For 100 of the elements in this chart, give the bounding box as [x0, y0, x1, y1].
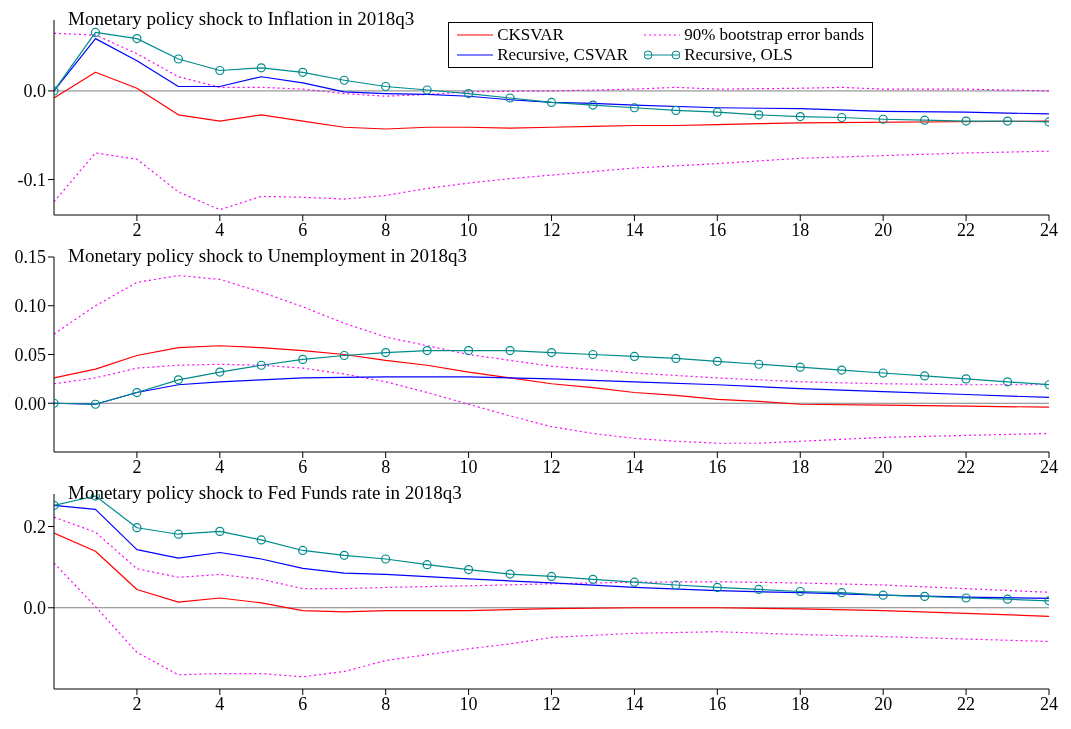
x-tick-label: 2: [132, 219, 142, 240]
point: [754, 110, 764, 120]
point: [381, 554, 391, 564]
point: [878, 590, 888, 600]
point: [671, 353, 681, 363]
line-series: [54, 532, 1049, 617]
point: [463, 564, 474, 575]
x-tick-label: 22: [957, 456, 976, 477]
point: [546, 347, 557, 358]
point: [298, 354, 308, 364]
point: [878, 114, 888, 124]
point: [339, 550, 349, 560]
x-tick-label: 14: [625, 456, 644, 477]
x-tick-label: 6: [298, 693, 308, 714]
line-series: [54, 516, 1049, 593]
point: [256, 360, 266, 370]
point: [463, 346, 474, 356]
y-tick-label: 0.2: [23, 516, 46, 537]
point: [298, 67, 308, 77]
point: [422, 560, 432, 570]
point: [795, 112, 805, 122]
x-tick-label: 20: [874, 693, 893, 714]
point: [132, 34, 142, 44]
point: [381, 347, 391, 358]
point: [961, 116, 971, 126]
point: [588, 100, 598, 110]
point: [463, 88, 474, 99]
x-tick-label: 4: [215, 456, 225, 477]
point: [795, 586, 805, 597]
x-tick-label: 18: [791, 219, 810, 240]
line-series: [54, 150, 1049, 211]
x-tick-label: 10: [459, 693, 478, 714]
point: [671, 105, 681, 116]
x-tick-label: 4: [215, 693, 225, 714]
point: [671, 580, 681, 590]
point: [754, 359, 764, 369]
x-tick-label: 12: [542, 219, 561, 240]
x-tick-label: 2: [132, 693, 142, 714]
point: [505, 346, 515, 356]
point: [961, 593, 971, 603]
legend-label: Recursive, CSVAR: [496, 45, 629, 65]
point: [837, 365, 847, 375]
y-tick-label: 0.0: [23, 81, 46, 102]
line-series: [54, 71, 1049, 130]
point: [298, 545, 308, 556]
point: [215, 367, 225, 377]
x-tick-label: 6: [298, 456, 308, 477]
chart-title: Monetary policy shock to Inflation in 2018q3: [68, 8, 415, 30]
point: [422, 85, 432, 95]
point: [215, 526, 225, 536]
x-tick-label: 10: [459, 456, 478, 477]
point: [422, 346, 432, 356]
legend-label: 90% bootstrap error bands: [683, 25, 864, 45]
y-tick-label: 0.15: [14, 247, 46, 268]
point: [339, 350, 349, 361]
point: [132, 523, 142, 533]
point: [173, 54, 183, 64]
x-tick-label: 24: [1040, 456, 1058, 477]
point: [215, 65, 225, 76]
x-tick-label: 20: [874, 219, 893, 240]
point: [961, 374, 971, 384]
chart-title: Monetary policy shock to Unemployment in 2018q3: [68, 245, 467, 267]
point: [878, 368, 888, 378]
y-tick-label: -0.1: [17, 169, 46, 190]
x-tick-label: 18: [791, 456, 810, 477]
point: [920, 115, 930, 125]
x-tick-label: 8: [381, 693, 391, 714]
x-tick-label: 18: [791, 693, 810, 714]
legend-label: CKSVAR: [496, 25, 565, 45]
x-tick-label: 10: [459, 219, 478, 240]
y-tick-label: 0.05: [14, 344, 46, 365]
point: [754, 584, 764, 595]
point: [339, 75, 349, 85]
point: [837, 588, 847, 598]
x-tick-label: 16: [708, 456, 727, 477]
point: [546, 97, 557, 108]
x-tick-label: 2: [132, 456, 142, 477]
point: [629, 351, 640, 362]
point: [920, 371, 930, 381]
point: [629, 103, 640, 113]
x-tick-label: 12: [542, 693, 561, 714]
point: [132, 387, 142, 398]
point: [837, 112, 847, 123]
point: [90, 399, 101, 409]
legend-label: Recursive, OLS: [683, 45, 794, 65]
x-tick-label: 8: [381, 219, 391, 240]
x-tick-label: 22: [957, 693, 976, 714]
point: [546, 571, 557, 582]
x-tick-label: 20: [874, 456, 893, 477]
point: [505, 569, 515, 579]
point: [381, 81, 391, 92]
point: [173, 375, 183, 385]
point: [505, 93, 515, 103]
point: [795, 362, 805, 372]
y-tick-label: 0.0: [23, 598, 46, 619]
x-tick-label: 12: [542, 456, 561, 477]
point: [588, 574, 598, 584]
point: [256, 535, 266, 545]
point: [712, 107, 722, 117]
point: [920, 591, 930, 601]
